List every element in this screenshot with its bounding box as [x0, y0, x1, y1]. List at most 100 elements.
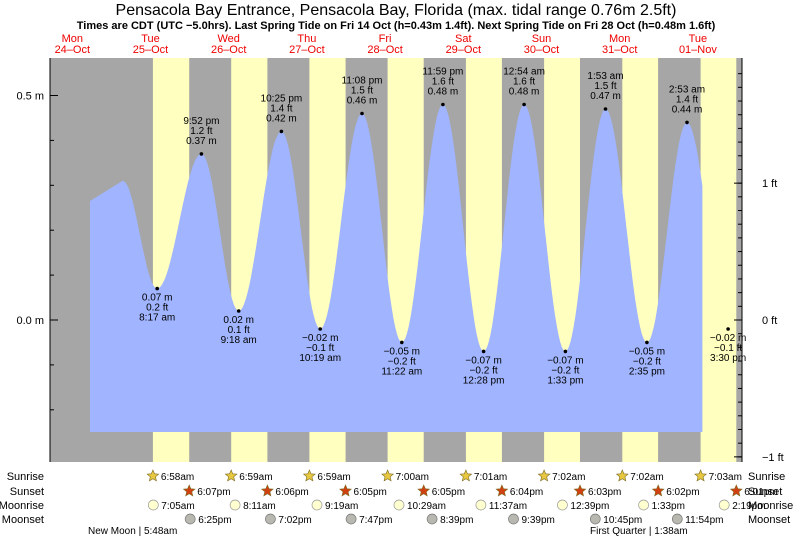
- date-label: 01–Nov: [679, 44, 717, 56]
- low-tide-label: 3:30 pm: [710, 353, 746, 364]
- high-tide-label: 12:54 am: [503, 67, 545, 78]
- low-tide-label: 11:22 am: [381, 366, 422, 377]
- moonset-time: 9:39pm: [522, 515, 555, 526]
- sunrise-icon: [459, 469, 473, 482]
- sunrise-time: 6:59am: [317, 472, 350, 483]
- high-tide-point: [685, 120, 689, 125]
- sunrise-icon: [224, 469, 238, 482]
- high-tide-label: 1.2 ft: [190, 126, 212, 137]
- low-tide-label: −0.07 m: [547, 355, 583, 366]
- date-label: 24–Oct: [55, 44, 90, 56]
- low-tide-label: 0.07 m: [142, 293, 173, 304]
- low-tide-label: −0.1 ft: [714, 343, 742, 354]
- moonrise-icon: [718, 499, 730, 511]
- moonset-icon: [184, 513, 196, 525]
- sunrise-icon: [694, 469, 708, 482]
- high-tide-label: 1.4 ft: [270, 103, 292, 114]
- date-label: 26–Oct: [211, 44, 246, 56]
- sunrise-icon: [537, 469, 551, 482]
- moonset-row-label-right: Moonset: [748, 514, 790, 526]
- moonset-time: 11:54pm: [685, 515, 723, 526]
- sunrise-icon: [381, 469, 395, 482]
- y-tick-label-right: −1 ft: [762, 452, 784, 464]
- moonset-row-label-left: Moonset: [2, 514, 44, 526]
- moonrise-time: 7:05am: [161, 501, 194, 512]
- day-of-week-label: Tue: [689, 33, 708, 45]
- low-tide-label: 0.1 ft: [228, 325, 250, 336]
- moonset-icon: [345, 513, 357, 525]
- chart-title: Pensacola Bay Entrance, Pensacola Bay, F…: [116, 2, 677, 19]
- day-of-week-label: Sun: [532, 33, 552, 45]
- high-tide-label: 0.37 m: [186, 136, 217, 147]
- moon-phase-first-quarter: First Quarter | 1:38am: [590, 526, 688, 537]
- low-tide-label: −0.05 m: [384, 346, 420, 357]
- high-tide-point: [603, 107, 608, 111]
- moonrise-time: 10:29am: [407, 501, 446, 512]
- sunset-row-label-right: Sunset: [748, 486, 782, 498]
- sunset-icon: [495, 484, 509, 497]
- sunset-icon: [651, 484, 665, 497]
- low-tide-label: 0.02 m: [223, 315, 254, 326]
- date-label: 31–Oct: [602, 44, 637, 56]
- day-of-week-label: Mon: [62, 33, 83, 45]
- sunrise-row-label-right: Sunrise: [748, 471, 785, 483]
- high-tide-label: 1.5 ft: [594, 81, 616, 92]
- low-tide-label: −0.05 m: [629, 346, 665, 357]
- sunrise-time: 7:02am: [630, 472, 663, 483]
- low-tide-point: [726, 327, 730, 331]
- date-label: 27–Oct: [289, 44, 324, 56]
- moonset-icon: [589, 513, 601, 525]
- moonset-icon: [426, 513, 438, 525]
- day-of-week-label: Fri: [379, 33, 392, 45]
- sunset-icon: [182, 484, 196, 497]
- sunrise-icon: [146, 469, 160, 482]
- sunset-time: 6:05pm: [432, 487, 465, 498]
- high-tide-label: 1.6 ft: [432, 77, 454, 88]
- day-of-week-label: Thu: [297, 33, 316, 45]
- sunrise-row-label-left: Sunrise: [7, 471, 44, 483]
- moonset-icon: [508, 513, 519, 525]
- moonrise-icon: [393, 499, 405, 511]
- moonrise-row-label-left: Moonrise: [0, 500, 44, 512]
- moonset-time: 10:45pm: [603, 515, 642, 526]
- moonrise-time: 1:33pm: [652, 501, 685, 512]
- sunset-time: 6:03pm: [588, 487, 621, 498]
- high-tide-label: 2:53 am: [669, 84, 705, 95]
- moonrise-icon: [311, 499, 323, 511]
- sunrise-time: 7:01am: [474, 472, 507, 483]
- high-tide-label: 0.44 m: [672, 104, 703, 115]
- moonset-time: 8:39pm: [440, 515, 473, 526]
- low-tide-point: [645, 340, 649, 345]
- high-tide-label: 1:53 am: [587, 71, 623, 82]
- sunrise-time: 6:58am: [161, 472, 194, 483]
- low-tide-point: [318, 327, 323, 331]
- moonrise-icon: [557, 499, 568, 511]
- moonrise-icon: [638, 499, 649, 511]
- low-tide-label: −0.2 ft: [470, 365, 498, 376]
- high-tide-point: [522, 102, 526, 107]
- sunset-icon: [573, 484, 587, 497]
- sunrise-time: 6:59am: [239, 472, 272, 483]
- y-tick-label-right: 0 ft: [762, 315, 777, 327]
- low-tide-label: −0.02 m: [710, 333, 746, 344]
- date-label: 25–Oct: [133, 44, 168, 56]
- y-tick-label-right: 1 ft: [762, 178, 777, 190]
- sunset-icon: [260, 484, 274, 497]
- sunset-time: 6:07pm: [197, 487, 230, 498]
- high-tide-label: 0.48 m: [428, 87, 459, 98]
- day-of-week-label: Tue: [141, 33, 160, 45]
- low-tide-point: [400, 340, 404, 345]
- sunrise-time: 7:03am: [709, 472, 742, 483]
- high-tide-label: 11:59 pm: [422, 67, 463, 78]
- day-of-week-label: Sat: [455, 33, 472, 45]
- high-tide-label: 0.47 m: [590, 91, 621, 102]
- sunset-row-label-left: Sunset: [10, 486, 44, 498]
- high-tide-point: [360, 111, 364, 116]
- day-of-week-label: Wed: [217, 33, 239, 45]
- date-label: 28–Oct: [367, 44, 402, 56]
- moonset-time: 7:47pm: [359, 515, 392, 526]
- moon-phase-new: New Moon | 5:48am: [88, 526, 177, 537]
- sunset-time: 6:04pm: [510, 487, 543, 498]
- low-tide-label: −0.2 ft: [388, 356, 416, 367]
- low-tide-label: 9:18 am: [221, 335, 257, 346]
